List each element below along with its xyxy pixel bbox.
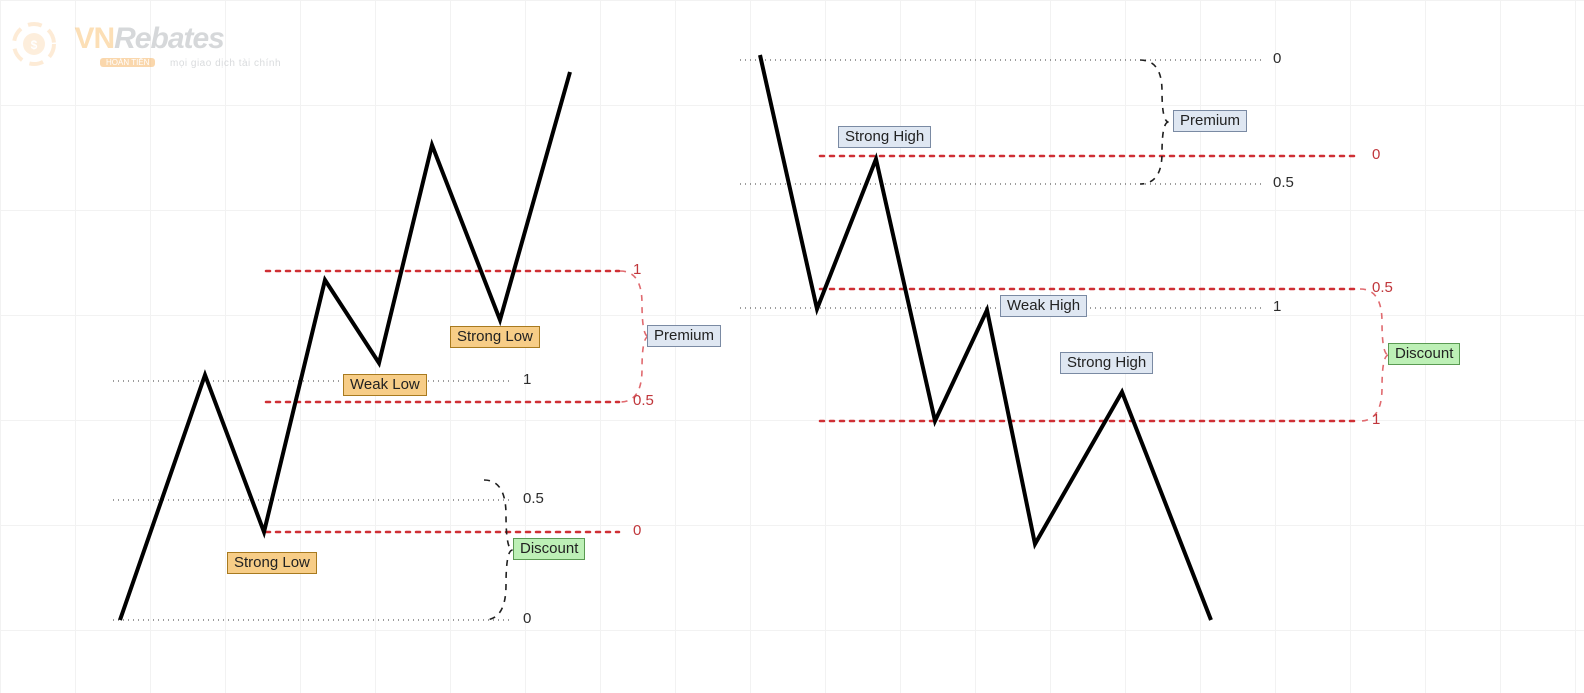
zone-label: Premium — [647, 325, 721, 347]
fib-tick-label: 1 — [633, 261, 641, 278]
fib-tick-label: 0 — [633, 522, 641, 539]
tick-label: 0 — [1273, 50, 1281, 67]
swing-label: Strong Low — [227, 552, 317, 574]
tick-label: 1 — [523, 371, 531, 388]
zone-label: Discount — [1388, 343, 1460, 365]
swing-label: Strong High — [838, 126, 931, 148]
fib-tick-label: 1 — [1372, 411, 1380, 428]
tick-label: 0.5 — [1273, 174, 1294, 191]
diagram-svg — [0, 0, 1584, 693]
tick-label: 1 — [1273, 298, 1281, 315]
swing-label: Weak High — [1000, 295, 1087, 317]
swing-label: Strong High — [1060, 352, 1153, 374]
zone-label: Premium — [1173, 110, 1247, 132]
fib-tick-label: 0 — [1372, 146, 1380, 163]
swing-label: Strong Low — [450, 326, 540, 348]
swing-label: Weak Low — [343, 374, 427, 396]
tick-label: 0 — [523, 610, 531, 627]
fib-tick-label: 0.5 — [1372, 279, 1393, 296]
zone-label: Discount — [513, 538, 585, 560]
tick-label: 0.5 — [523, 490, 544, 507]
fib-tick-label: 0.5 — [633, 392, 654, 409]
